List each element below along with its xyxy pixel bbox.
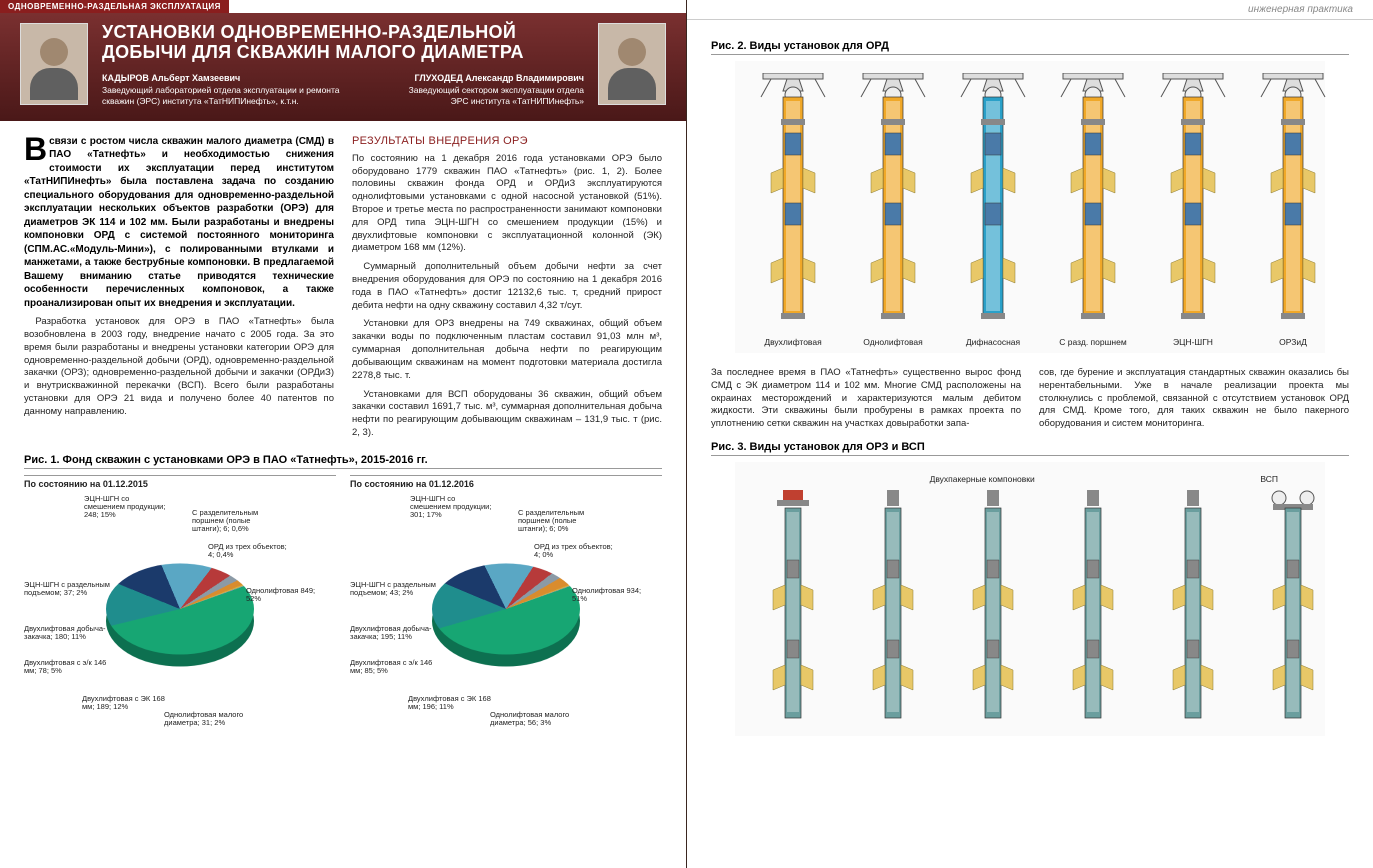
pie-label: Двухлифтовая с э/к 146 мм; 78; 5% xyxy=(24,659,110,676)
device-svg xyxy=(1143,73,1243,333)
fig1: По состоянию на 01.12.2015 Однолифтовая … xyxy=(24,475,662,731)
author2: ГЛУХОДЕД Александр Владимирович Заведующ… xyxy=(396,73,584,107)
section-tag-left: ОДНОВРЕМЕННО-РАЗДЕЛЬНАЯ ЭКСПЛУАТАЦИЯ xyxy=(0,0,229,13)
device-svg xyxy=(743,73,843,333)
p-res1: По состоянию на 1 декабря 2016 года уста… xyxy=(352,153,662,256)
pie-label: Однолифтовая малого диаметра; 56; 3% xyxy=(490,711,576,728)
ord-device: С разд. поршнем xyxy=(1043,73,1143,347)
author1-name: КАДЫРОВ Альберт Хамзеевич xyxy=(102,73,366,83)
pie-2016-date: По состоянию на 01.12.2016 xyxy=(350,475,662,489)
fig3: Двухпакерные компоновки ВСП xyxy=(735,462,1325,736)
orz-device xyxy=(1143,490,1243,730)
abstract-text: связи с ростом числа скважин малого диам… xyxy=(24,136,334,309)
p-res2: Суммарный дополнительный объем добычи не… xyxy=(352,261,662,312)
ord-device: Однолифтовая xyxy=(843,73,943,347)
header-text: УСТАНОВКИ ОДНОВРЕМЕННО-РАЗДЕЛЬНОЙ ДОБЫЧИ… xyxy=(102,23,584,107)
orz-device xyxy=(843,490,943,730)
author1-portrait xyxy=(20,23,88,105)
section-tag-right: инженерная практика xyxy=(687,0,1373,20)
pie-label: ЭЦН-ШГН с раздельным подъемом; 43; 2% xyxy=(350,581,436,598)
right-page: инженерная практика Рис. 2. Виды установ… xyxy=(687,0,1373,868)
fig3-caption: Рис. 3. Виды установок для ОРЗ и ВСП xyxy=(711,437,1349,456)
ord-device: Дифнасосная xyxy=(943,73,1043,347)
author2-role: Заведующий сектором эксплуатации отдела … xyxy=(396,85,584,107)
pie-label: Однолифтовая 849; 52% xyxy=(246,587,332,604)
pie-label: ОРД из трех объектов; 4; 0,4% xyxy=(208,543,294,560)
fig2: Двухлифтовая Однолифтовая xyxy=(735,61,1325,353)
device-label: Двухлифтовая xyxy=(764,337,821,347)
device-svg xyxy=(943,490,1043,730)
orz-device xyxy=(743,490,843,730)
device-svg xyxy=(743,490,843,730)
pie-label: С разделительным поршнем (полые штанги);… xyxy=(518,509,604,534)
column-left: Всвязи с ростом числа скважин малого диа… xyxy=(24,135,334,440)
pie-label: ОРД из трех объектов; 4; 0% xyxy=(534,543,620,560)
device-label: С разд. поршнем xyxy=(1059,337,1126,347)
device-svg xyxy=(843,490,943,730)
device-label: ОРЗиД xyxy=(1279,337,1307,347)
pie-label: ЭЦН-ШГН с раздельным подъемом; 37; 2% xyxy=(24,581,110,598)
right-text-columns: За последнее время в ПАО «Татнефть» суще… xyxy=(711,361,1349,431)
fig3-group-right: ВСП xyxy=(1221,474,1317,484)
abstract: Всвязи с ростом числа скважин малого диа… xyxy=(24,135,334,311)
fig3-group-left: Двухпакерные компоновки xyxy=(743,474,1221,484)
device-label: Однолифтовая xyxy=(863,337,922,347)
p-res4: Установками для ВСП оборудованы 36 скваж… xyxy=(352,389,662,440)
orz-device xyxy=(1043,490,1143,730)
left-page: ОДНОВРЕМЕННО-РАЗДЕЛЬНАЯ ЭКСПЛУАТАЦИЯ УСТ… xyxy=(0,0,686,868)
ord-device: ЭЦН-ШГН xyxy=(1143,73,1243,347)
device-svg xyxy=(1043,490,1143,730)
column-right: РЕЗУЛЬТАТЫ ВНЕДРЕНИЯ ОРЭ По состоянию на… xyxy=(352,135,662,440)
p-right1: За последнее время в ПАО «Татнефть» суще… xyxy=(711,367,1021,431)
ord-device: Двухлифтовая xyxy=(743,73,843,347)
pie-label: Двухлифтовая с э/к 146 мм; 85; 5% xyxy=(350,659,436,676)
article-header: УСТАНОВКИ ОДНОВРЕМЕННО-РАЗДЕЛЬНОЙ ДОБЫЧИ… xyxy=(0,13,686,121)
author1: КАДЫРОВ Альберт Хамзеевич Заведующий лаб… xyxy=(102,73,366,107)
device-svg xyxy=(1143,490,1243,730)
article-title: УСТАНОВКИ ОДНОВРЕМЕННО-РАЗДЕЛЬНОЙ ДОБЫЧИ… xyxy=(102,23,584,63)
device-svg xyxy=(943,73,1043,333)
device-label: ЭЦН-ШГН xyxy=(1173,337,1213,347)
p-right2: сов, где бурение и эксплуатация стандарт… xyxy=(1039,367,1349,431)
pie-label: Двухлифтовая добыча-закачка; 180; 11% xyxy=(24,625,110,642)
pie-label: Однолифтовая малого диаметра; 31; 2% xyxy=(164,711,250,728)
pie-label: ЭЦН-ШГН со смешением продукции; 248; 15% xyxy=(84,495,170,520)
device-label: Дифнасосная xyxy=(966,337,1020,347)
device-svg xyxy=(1243,73,1343,333)
dropcap: В xyxy=(24,135,49,164)
sub-head: РЕЗУЛЬТАТЫ ВНЕДРЕНИЯ ОРЭ xyxy=(352,135,662,147)
orz-device xyxy=(943,490,1043,730)
orz-device xyxy=(1243,490,1343,730)
pie-2015-date: По состоянию на 01.12.2015 xyxy=(24,475,336,489)
p-res3: Установки для ОРЗ внедрены на 749 скважи… xyxy=(352,318,662,382)
device-svg xyxy=(1043,73,1143,333)
pie-label: Однолифтовая 934; 51% xyxy=(572,587,658,604)
author1-role: Заведующий лабораторией отдела эксплуата… xyxy=(102,85,366,107)
pie-label: С разделительным поршнем (полые штанги);… xyxy=(192,509,278,534)
pie-2016: По состоянию на 01.12.2016 Однолифтовая … xyxy=(350,475,662,731)
pie-label: Двухлифтовая с ЭК 168 мм; 189; 12% xyxy=(82,695,168,712)
ord-device: ОРЗиД xyxy=(1243,73,1343,347)
device-svg xyxy=(1243,490,1343,730)
pie-label: Двухлифтовая добыча-закачка; 195; 11% xyxy=(350,625,436,642)
pie-label: Двухлифтовая с ЭК 168 мм; 196; 11% xyxy=(408,695,494,712)
device-svg xyxy=(843,73,943,333)
fig1-caption: Рис. 1. Фонд скважин с установками ОРЭ в… xyxy=(24,450,662,469)
author2-portrait xyxy=(598,23,666,105)
pie-2015: По состоянию на 01.12.2015 Однолифтовая … xyxy=(24,475,336,731)
author2-name: ГЛУХОДЕД Александр Владимирович xyxy=(396,73,584,83)
pie-label: ЭЦН-ШГН со смешением продукции; 301; 17% xyxy=(410,495,496,520)
p-history: Разработка установок для ОРЭ в ПАО «Татн… xyxy=(24,316,334,419)
fig2-caption: Рис. 2. Виды установок для ОРД xyxy=(711,36,1349,55)
body-columns: Всвязи с ростом числа скважин малого диа… xyxy=(0,121,686,444)
